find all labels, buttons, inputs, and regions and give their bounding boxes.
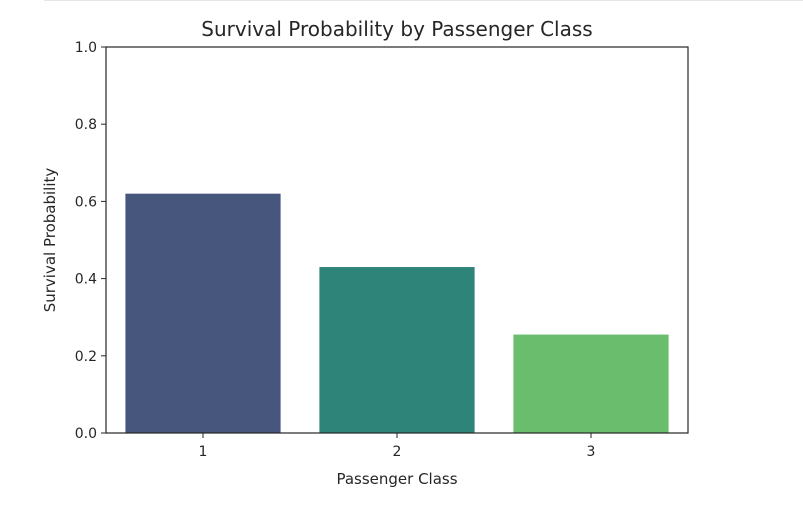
x-axis-label: Passenger Class	[336, 470, 457, 488]
y-axis-label: Survival Probability	[41, 168, 59, 313]
x-tick-label: 1	[199, 444, 208, 460]
bars-group	[125, 193, 669, 433]
plot-frame	[105, 46, 689, 434]
x-axis-ticks: 1 2 3	[199, 433, 596, 460]
bar-class-1	[125, 193, 281, 433]
y-tick-label: 0.4	[75, 272, 97, 288]
chart-title: Survival Probability by Passenger Class	[201, 17, 592, 41]
y-tick-label: 1.0	[75, 40, 97, 56]
x-tick-label: 2	[393, 444, 402, 460]
bar-class-2	[319, 267, 475, 433]
y-axis-ticks: 0.0 0.2 0.4 0.6 0.8 1.0	[75, 40, 106, 442]
y-tick-label: 0.6	[75, 194, 97, 210]
bar-class-3	[513, 334, 669, 433]
y-tick-label: 0.8	[75, 117, 97, 133]
x-tick-label: 3	[587, 444, 596, 460]
top-divider	[44, 0, 803, 1]
y-tick-label: 0.0	[75, 426, 97, 442]
y-tick-label: 0.2	[75, 349, 97, 365]
